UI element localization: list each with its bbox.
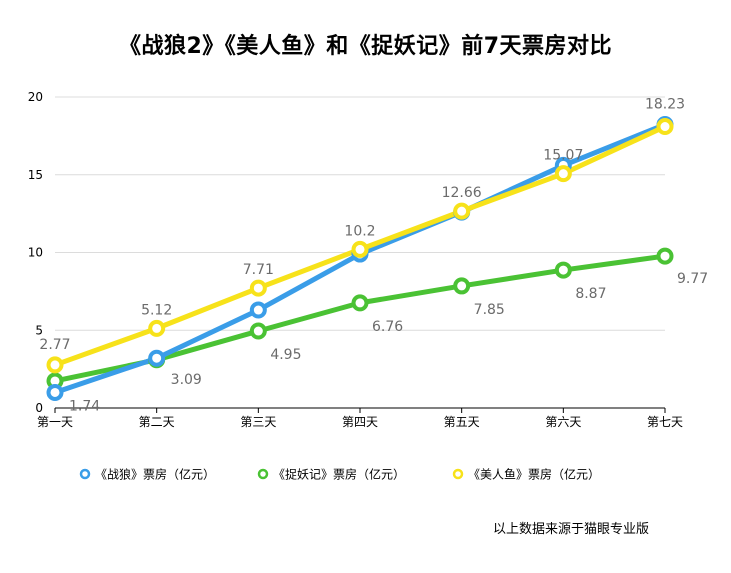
- series-point: [46, 383, 64, 401]
- data-label: 18.23: [645, 97, 685, 113]
- chart-title: 《战狼2》《美人鱼》和《捉妖记》前7天票房对比: [118, 34, 613, 59]
- x-tick-label: 第七天: [647, 415, 683, 429]
- series-point: [453, 277, 471, 295]
- y-tick-label: 10: [28, 246, 43, 260]
- y-tick-label: 0: [35, 401, 43, 415]
- data-label: 15.07: [543, 148, 583, 164]
- legend-marker: [79, 468, 91, 480]
- data-label: 10.2: [344, 223, 375, 239]
- y-tick-label: 5: [35, 323, 43, 337]
- series-point: [249, 279, 267, 297]
- x-tick-label: 第五天: [444, 415, 480, 429]
- series-point: [249, 301, 267, 319]
- legend-label: 《战狼》票房（亿元）: [95, 467, 215, 482]
- series-point: [148, 319, 166, 337]
- legend-marker: [452, 468, 464, 480]
- data-label: 6.76: [372, 319, 403, 335]
- axes: 0 5 10 15 20 第一天 第二天 第三天 第四天 第五天 第六天 第七天: [28, 90, 683, 429]
- source-note: 以上数据来源于猫眼专业版: [492, 522, 649, 537]
- x-tick-label: 第二天: [139, 415, 175, 429]
- data-label: 5.12: [141, 302, 172, 318]
- data-label: 7.85: [474, 302, 505, 318]
- series-point: [351, 240, 369, 258]
- data-label: 1.74: [69, 398, 100, 414]
- series-point: [453, 202, 471, 220]
- x-tick-label: 第三天: [240, 415, 276, 429]
- series-point: [554, 165, 572, 183]
- series-point: [656, 118, 674, 136]
- data-label: 8.87: [575, 286, 606, 302]
- legend-marker: [257, 468, 269, 480]
- x-tick-label: 第六天: [545, 415, 581, 429]
- data-label: 3.09: [171, 372, 202, 388]
- data-label: 9.77: [677, 271, 708, 287]
- data-label: 2.77: [39, 337, 70, 353]
- data-label: 4.95: [270, 347, 301, 363]
- series-point: [351, 294, 369, 312]
- series-point: [554, 261, 572, 279]
- series-point: [656, 247, 674, 265]
- x-tick-label: 第一天: [37, 415, 73, 429]
- series: [46, 116, 674, 401]
- data-labels: 1.74 3.09 18.23 4.95 6.76 7.85 8.87 9.77 2.77 5.1…: [39, 97, 708, 415]
- series-point: [46, 356, 64, 374]
- legend-label: 《捉妖记》票房（亿元）: [273, 467, 405, 482]
- series-point: [249, 322, 267, 340]
- data-label: 7.71: [243, 262, 274, 278]
- legend-label: 《美人鱼》票房（亿元）: [468, 467, 600, 482]
- y-tick-label: 20: [28, 90, 43, 104]
- y-tick-label: 15: [28, 168, 43, 182]
- data-label: 12.66: [442, 185, 482, 201]
- series-point: [148, 349, 166, 367]
- x-tick-label: 第四天: [342, 415, 378, 429]
- legend: 《战狼》票房（亿元） 《捉妖记》票房（亿元） 《美人鱼》票房（亿元）: [79, 467, 600, 482]
